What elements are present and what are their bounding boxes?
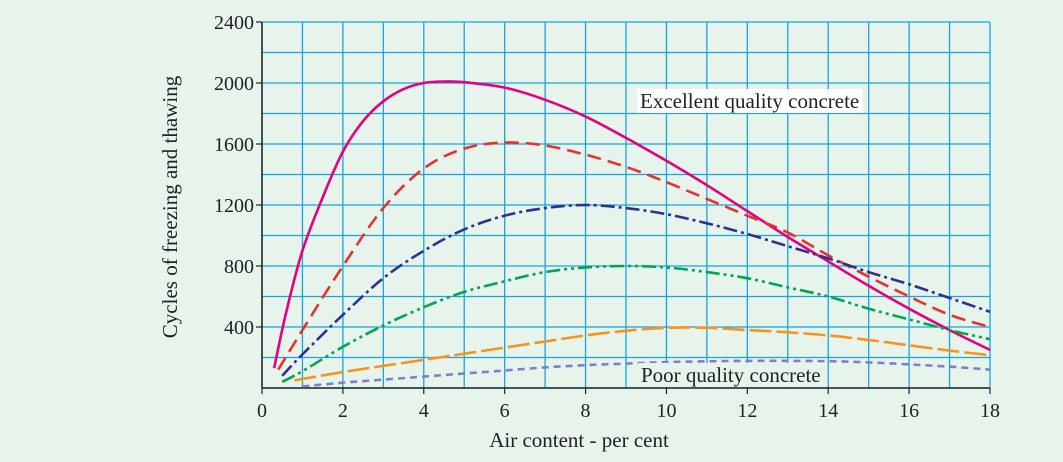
labels: 0 2 4 6 8 10 12 14 16 18 400 800 1200 1600 2000 2400 Exc… [214,12,1000,422]
x-tick-label: 16 [899,400,919,422]
x-tick-label: 4 [419,400,429,422]
x-tick-label: 0 [257,400,267,422]
x-tick-label: 18 [980,400,1000,422]
y-tick-label: 1200 [214,195,254,217]
x-tick-label: 12 [737,400,757,422]
y-tick-label: 400 [224,317,254,339]
annotation-poor: Poor quality concrete [641,363,821,387]
y-tick-label: 1600 [214,134,254,156]
series-line-5 [294,326,991,382]
x-tick-label: 8 [581,400,591,422]
series-line-3 [281,203,991,377]
series-line-6 [302,359,991,388]
x-tick-label: 10 [656,400,676,422]
y-axis-title: Cycles of freezing and thawing [158,75,182,338]
x-tick-label: 2 [338,400,348,422]
x-tick-label: 14 [818,400,838,422]
series-line-4 [281,264,991,384]
series-lines [272,80,991,388]
x-tick-label: 6 [500,400,510,422]
x-axis-title: Air content - per cent [489,428,669,452]
annotation-excellent: Excellent quality concrete [640,89,859,113]
annotation-poor-background [638,363,824,387]
annotation-excellent-background [637,89,863,113]
y-tick-label: 2000 [214,73,254,95]
y-tick-label: 2400 [214,12,254,34]
series-line-1 [272,80,991,369]
series-line-2 [277,141,991,371]
y-tick-label: 800 [224,256,254,278]
axes [256,21,991,394]
